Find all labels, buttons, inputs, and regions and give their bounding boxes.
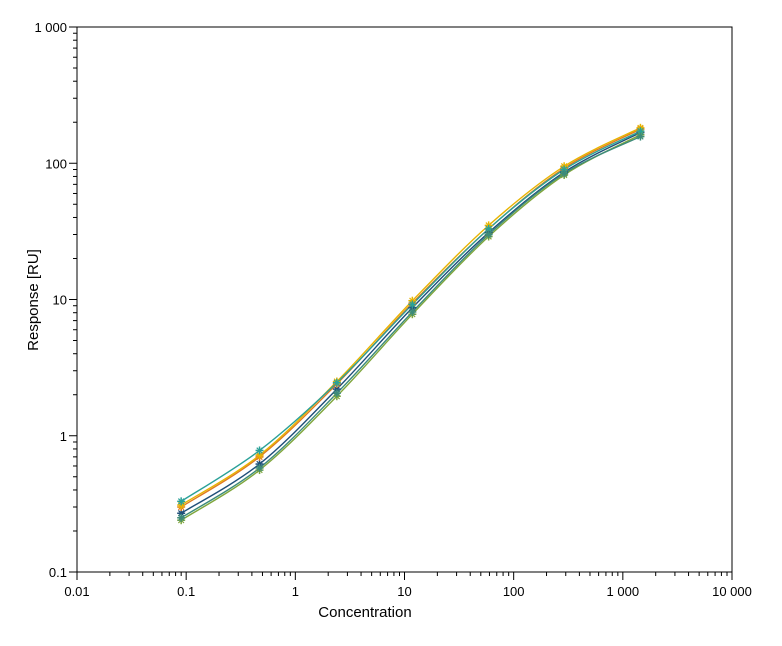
y-tick-label: 1 — [60, 429, 67, 444]
y-tick-label: 1 000 — [34, 20, 67, 35]
x-tick-label: 10 — [397, 584, 411, 599]
data-point — [255, 446, 264, 455]
x-axis: 0.01 0.1 1 10 100 1 000 10 000 — [64, 572, 752, 599]
data-point — [408, 307, 417, 316]
data-points — [177, 123, 645, 525]
data-point — [408, 300, 417, 309]
plot-area — [76, 26, 733, 573]
y-axis-title: Response [RU] — [25, 249, 42, 351]
x-tick-label: 0.01 — [64, 584, 89, 599]
data-point — [636, 132, 645, 141]
data-point — [255, 451, 264, 460]
y-axis: 0.1 1 10 100 1 000 — [34, 20, 77, 580]
x-tick-label: 10 000 — [712, 584, 752, 599]
x-tick-label: 1 — [292, 584, 299, 599]
y-tick-label: 10 — [53, 293, 67, 308]
data-point — [332, 378, 341, 387]
data-point — [484, 224, 493, 233]
data-point — [332, 389, 341, 398]
x-tick-label: 1 000 — [607, 584, 640, 599]
x-tick-label: 0.1 — [177, 584, 195, 599]
data-point — [560, 169, 569, 178]
data-point — [255, 463, 264, 472]
y-tick-label: 0.1 — [49, 565, 67, 580]
x-axis-title: Concentration — [318, 604, 411, 621]
data-point — [484, 230, 493, 239]
data-point — [177, 497, 186, 506]
x-tick-label: 100 — [503, 584, 525, 599]
data-point — [177, 513, 186, 522]
y-tick-label: 100 — [45, 156, 67, 171]
